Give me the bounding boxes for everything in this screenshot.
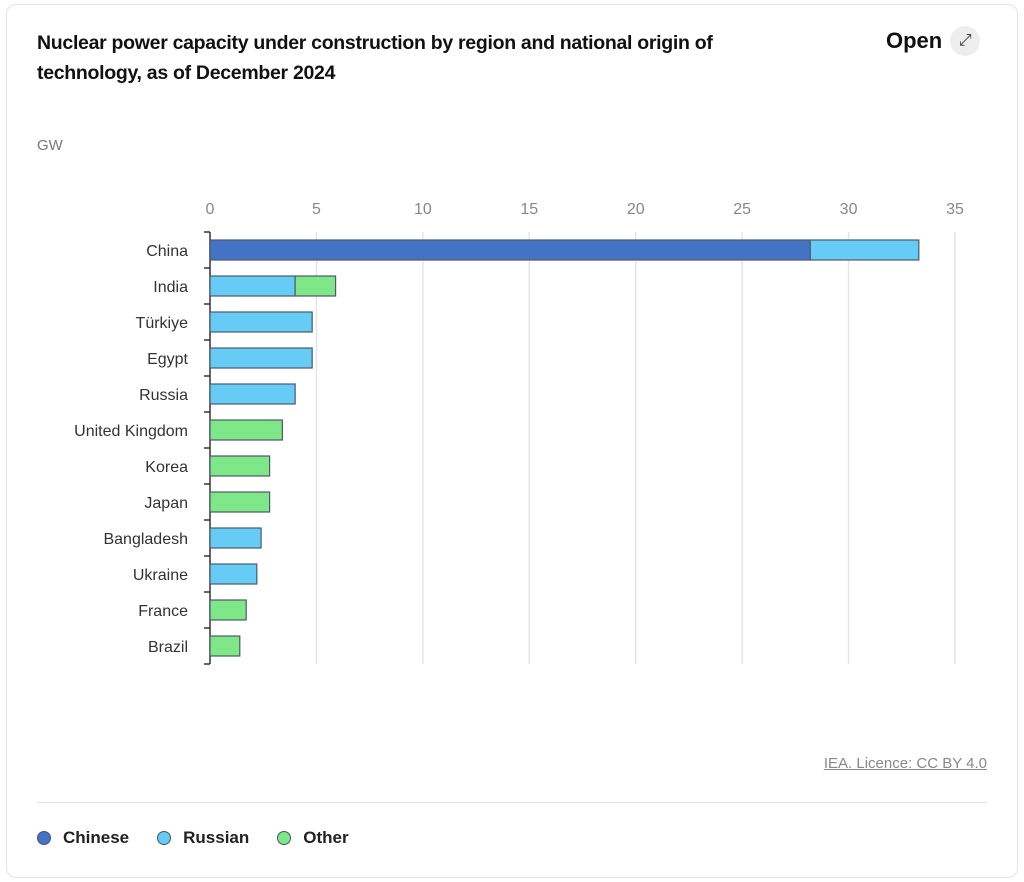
open-label: Open [886,28,943,53]
bar-russian [209,311,313,333]
legend-item-russian[interactable]: Russian [157,828,249,848]
x-tick-label: 10 [414,201,432,218]
open-button[interactable]: Open ⤢ [886,26,981,56]
x-tick-label: 0 [206,201,215,218]
legend-label: Chinese [63,828,130,847]
x-tick-label: 5 [312,201,321,218]
legend-item-chinese[interactable]: Chinese [37,828,129,848]
bar-chinese [209,239,811,261]
chart-title: Nuclear power capacity under constructio… [37,32,713,84]
legend-dot-russian [157,831,172,845]
bar-russian [209,527,262,549]
x-tick-label: 20 [627,201,645,218]
legend-item-other[interactable]: Other [277,828,349,848]
legend-label: Russian [183,828,250,847]
legend-dot-chinese [37,831,51,845]
bar-russian [209,563,258,585]
legend: Chinese Russian Other [37,828,349,848]
unit-label: GW [37,137,63,154]
category-label: Türkiye [136,315,189,332]
source-link[interactable]: IEA. Licence: CC BY 4.0 [823,755,987,772]
bar-russian [809,239,920,261]
category-label: China [146,243,188,260]
category-label: Russia [139,387,188,404]
x-tick-label: 15 [520,201,538,218]
bar-other [209,599,247,621]
x-tick-label: 25 [733,201,751,218]
bar-russian [209,347,313,369]
x-tick-label: 30 [840,201,858,218]
expand-arrow-icon: ⤢ [950,26,981,56]
category-label: France [138,603,188,620]
x-tick-label: 35 [946,201,964,218]
category-label: Korea [145,459,188,476]
category-label: United Kingdom [74,423,188,440]
category-label: Brazil [148,639,188,656]
bar-other [209,455,271,477]
category-label: Ukraine [133,567,188,584]
legend-label: Other [303,828,349,847]
category-label: Egypt [147,351,188,368]
category-label: Bangladesh [103,531,188,548]
bar-russian [209,383,296,405]
bar-other [209,635,241,657]
chart-card [6,4,1018,878]
legend-dot-other [277,831,292,845]
bar-other [294,275,337,297]
bar-russian [209,275,296,297]
bar-other [209,419,283,441]
bar-other [209,491,271,513]
category-label: India [153,279,188,296]
category-label: Japan [144,495,188,512]
divider [37,802,987,803]
